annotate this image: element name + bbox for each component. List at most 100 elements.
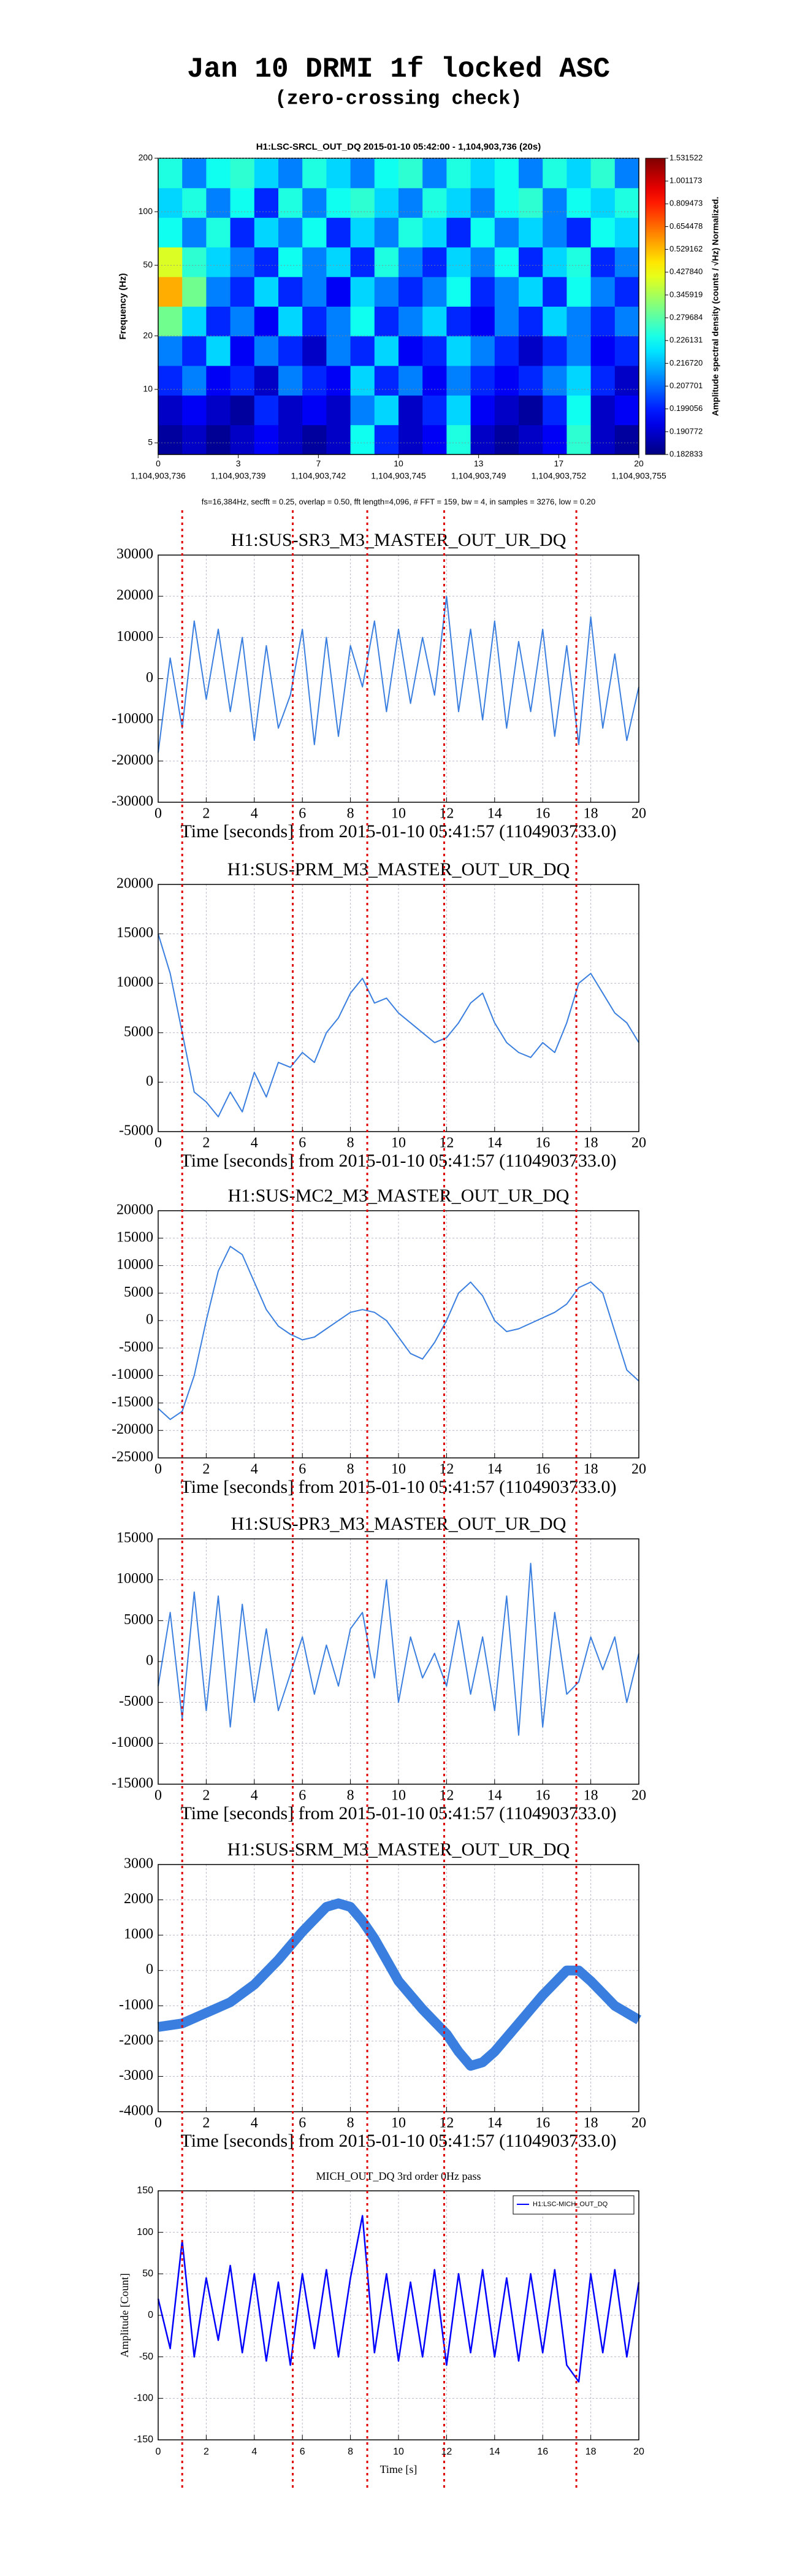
heat-cell xyxy=(566,366,592,396)
heat-cell xyxy=(302,424,327,455)
heat-cell xyxy=(590,366,616,396)
heat-cell xyxy=(590,247,616,277)
x-tick-label: 3 xyxy=(236,459,241,469)
heat-cell xyxy=(446,335,471,366)
colorbar-tick-label: 0.427840 xyxy=(669,267,703,276)
y-tick-label: 0 xyxy=(146,670,153,686)
heat-cell xyxy=(590,158,616,188)
heat-cell xyxy=(182,277,207,307)
heat-cell xyxy=(398,188,423,218)
x-tick-label: 0 xyxy=(154,1462,162,1478)
heat-cell xyxy=(158,158,183,188)
heat-cell xyxy=(446,277,471,307)
y-tick-label: 10000 xyxy=(116,629,153,645)
x-tick-label: 16 xyxy=(535,1788,550,1804)
colorbar-tick-label: 0.345919 xyxy=(669,289,703,299)
heat-cell xyxy=(158,277,183,307)
y-tick-label: 2000 xyxy=(124,1891,153,1907)
heat-cell xyxy=(326,277,351,307)
heat-cell xyxy=(470,395,495,426)
heat-cell xyxy=(254,335,279,366)
x-tick-label: 0 xyxy=(156,2447,161,2457)
y-axis-label: Frequency (Hz) xyxy=(118,273,128,339)
heat-cell xyxy=(230,424,255,455)
heat-cell xyxy=(350,335,375,366)
x-tick-label: 8 xyxy=(347,806,354,822)
heat-cell xyxy=(494,306,519,337)
heat-cell xyxy=(206,188,231,218)
y-tick-label: 100 xyxy=(137,2227,153,2237)
y-tick-label: -4000 xyxy=(119,2103,153,2119)
y-tick-label: 3000 xyxy=(124,1856,153,1872)
x-tick-label: 10 xyxy=(391,2115,406,2131)
x-tick-label: 16 xyxy=(535,806,550,822)
x-tick-label: 14 xyxy=(487,1462,502,1478)
heat-cell xyxy=(350,395,375,426)
colorbar-tick-label: 1.001173 xyxy=(669,176,702,185)
x-tick-label: 13 xyxy=(474,459,484,469)
heat-cell xyxy=(446,188,471,218)
heat-cell xyxy=(230,335,255,366)
heat-cell xyxy=(230,247,255,277)
y-tick-label: 10000 xyxy=(116,975,153,991)
heat-cell xyxy=(182,424,207,455)
heat-cell xyxy=(614,277,639,307)
parameter-note: fs=16,384Hz, secfft = 0.25, overlap = 0.… xyxy=(202,497,595,506)
heat-cell xyxy=(470,158,495,188)
y-tick-label: -5000 xyxy=(119,1123,153,1139)
y-tick-label: -10000 xyxy=(112,1735,153,1750)
plot-frame xyxy=(158,1864,639,2112)
heat-cell xyxy=(254,424,279,455)
heat-cell xyxy=(230,277,255,307)
y-tick-label: 0 xyxy=(146,1312,153,1328)
colorbar-tick-label: 0.216720 xyxy=(669,358,703,367)
y-tick-label: 20 xyxy=(143,330,153,340)
colorbar-tick-label: 0.199056 xyxy=(669,404,703,413)
y-tick-label: 30000 xyxy=(116,546,153,562)
heat-cell xyxy=(590,217,616,248)
x-tick-label: 16 xyxy=(537,2447,548,2457)
heat-cell xyxy=(422,247,447,277)
heat-cell xyxy=(230,366,255,396)
heat-cell xyxy=(230,158,255,188)
heat-cell xyxy=(470,366,495,396)
x-tick-label: 0 xyxy=(156,459,161,469)
heat-cell xyxy=(446,424,471,455)
data-line xyxy=(158,1246,639,1420)
heat-cell xyxy=(519,306,543,337)
heat-cell xyxy=(398,395,423,426)
y-tick-label: -15000 xyxy=(112,1394,153,1410)
heat-cell xyxy=(326,306,351,337)
heat-cell xyxy=(326,335,351,366)
heat-cell xyxy=(543,306,567,337)
legend-box xyxy=(513,2195,635,2215)
heat-cell xyxy=(590,188,616,218)
heat-cell xyxy=(446,366,471,396)
heat-cell xyxy=(422,217,447,248)
y-tick-label: -15000 xyxy=(112,1776,153,1792)
heat-cell xyxy=(278,158,303,188)
colorbar-tick-label: 0.182833 xyxy=(669,449,703,458)
heat-cell xyxy=(254,366,279,396)
heat-cell xyxy=(470,217,495,248)
heat-cell xyxy=(254,247,279,277)
heat-cell xyxy=(519,335,543,366)
heat-cell xyxy=(422,395,447,426)
heat-cell xyxy=(543,395,567,426)
colorbar-label: Amplitude spectral density (counts / √Hz… xyxy=(711,197,720,416)
heat-cell xyxy=(398,306,423,337)
heat-cell xyxy=(494,247,519,277)
heat-cell xyxy=(519,217,543,248)
heat-cell xyxy=(422,188,447,218)
heat-cell xyxy=(206,306,231,337)
heat-cell xyxy=(182,217,207,248)
y-tick-label: 100 xyxy=(139,206,153,216)
plot-frame xyxy=(158,2190,639,2440)
heat-cell xyxy=(302,188,327,218)
x-tick-label: 8 xyxy=(347,1135,354,1151)
y-tick-label: 10000 xyxy=(116,1571,153,1587)
heat-cell xyxy=(350,217,375,248)
data-line xyxy=(157,2215,640,2383)
